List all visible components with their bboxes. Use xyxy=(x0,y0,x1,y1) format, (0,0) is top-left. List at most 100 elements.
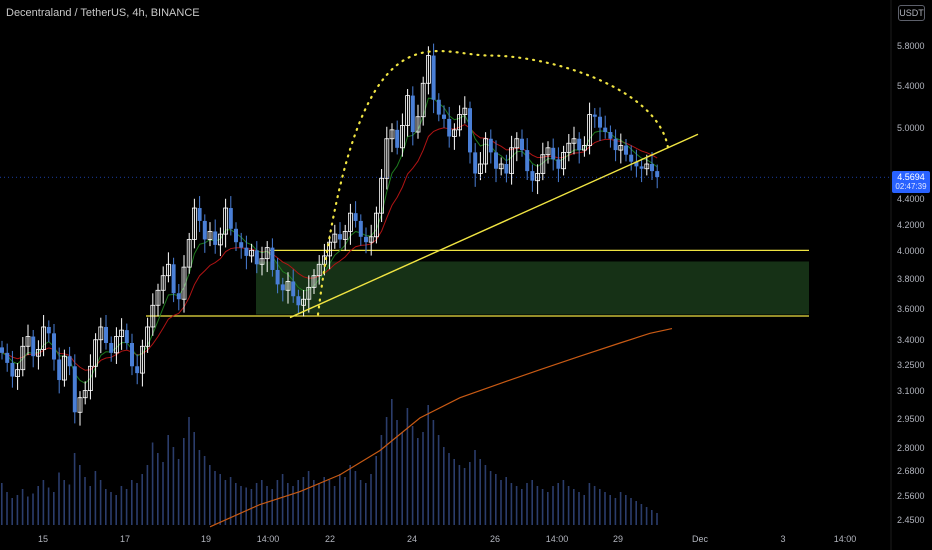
volume-bar xyxy=(333,486,336,525)
candle xyxy=(124,330,129,344)
currency-button[interactable]: USDT xyxy=(898,5,925,21)
candle xyxy=(52,333,56,360)
candle xyxy=(457,114,463,131)
candle xyxy=(296,296,301,306)
trendline xyxy=(289,133,699,319)
volume-bar xyxy=(313,480,315,525)
volume-bar xyxy=(250,489,253,525)
volume-bar xyxy=(47,487,50,525)
candle xyxy=(629,154,634,162)
candle xyxy=(551,147,556,160)
volume-bar xyxy=(604,492,606,525)
volume-bar xyxy=(198,450,201,525)
candle xyxy=(197,208,202,221)
volume-bar xyxy=(151,442,154,525)
volume-bar xyxy=(562,480,565,525)
candle xyxy=(150,304,156,328)
volume-bar xyxy=(354,471,357,525)
y-tick-label: 2.5600 xyxy=(897,491,925,501)
candle xyxy=(306,286,312,300)
candle xyxy=(15,369,21,377)
volume-bar xyxy=(588,483,591,525)
candle xyxy=(342,231,348,240)
candle xyxy=(46,326,51,334)
candle xyxy=(561,151,566,170)
candle xyxy=(613,138,618,151)
candle xyxy=(57,359,62,381)
volume-bar xyxy=(645,507,648,525)
volume-bar xyxy=(302,477,305,525)
volume-bar xyxy=(417,438,419,525)
volume-bar xyxy=(380,435,383,525)
candle xyxy=(160,275,166,291)
candle xyxy=(223,207,229,235)
candle xyxy=(603,127,608,133)
y-tick-label: 4.2000 xyxy=(897,220,925,230)
volume-bar xyxy=(136,483,138,525)
volume-bar xyxy=(656,513,658,525)
candle xyxy=(624,145,628,155)
volume-bar xyxy=(578,492,580,525)
volume-bar xyxy=(73,453,76,525)
volume-bar xyxy=(500,480,502,525)
x-tick-label: 14:00 xyxy=(833,534,857,544)
x-tick-label: 14:00 xyxy=(545,534,569,544)
volume-bar xyxy=(188,417,190,525)
candle xyxy=(535,173,540,182)
candle xyxy=(135,366,140,374)
candle xyxy=(592,114,597,117)
candle xyxy=(530,171,535,181)
candle xyxy=(77,397,83,413)
candle xyxy=(88,365,93,391)
volume-bar xyxy=(115,495,117,525)
volume-bar xyxy=(37,486,39,525)
volume-bar xyxy=(287,483,289,525)
volume-bar xyxy=(79,465,81,525)
volume-bar xyxy=(469,462,471,525)
volume-bar xyxy=(94,471,97,525)
candle xyxy=(249,249,255,257)
candle xyxy=(405,95,411,126)
volume-bar xyxy=(110,492,112,525)
volume-bar xyxy=(16,495,19,525)
volume-bar xyxy=(635,501,637,525)
candle xyxy=(650,164,654,172)
volume-bar xyxy=(573,489,575,525)
candle xyxy=(275,269,280,285)
candle xyxy=(264,247,270,260)
candle xyxy=(0,347,4,353)
volume-bar xyxy=(266,486,268,525)
volume-bar xyxy=(167,435,169,525)
volume-bar xyxy=(370,474,372,525)
volume-bar xyxy=(219,474,221,525)
candles xyxy=(0,43,660,426)
volume-bar xyxy=(458,465,461,525)
volume-bar xyxy=(474,450,476,525)
volume-bar xyxy=(141,474,143,525)
volume-bar xyxy=(583,495,585,525)
volume-bar xyxy=(614,498,617,525)
volume-bar xyxy=(63,480,65,525)
volume-bar xyxy=(484,465,487,525)
y-tick-label: 5.4000 xyxy=(897,81,925,91)
candle xyxy=(587,114,592,146)
candle xyxy=(338,234,342,240)
candle xyxy=(353,213,358,221)
candle xyxy=(477,163,483,174)
volume-bar xyxy=(344,477,346,525)
volume-bar xyxy=(375,456,377,525)
candle xyxy=(634,161,639,167)
candle xyxy=(31,336,36,357)
candle xyxy=(202,220,207,240)
volume-bar xyxy=(443,447,445,525)
volume-bar xyxy=(552,486,554,525)
chart-title: Decentraland / TetherUS, 4h, BINANCE xyxy=(6,7,200,19)
candle xyxy=(25,336,31,347)
candle xyxy=(155,289,161,306)
volume-bar xyxy=(401,432,403,525)
ema-slow-line xyxy=(209,327,673,528)
y-tick-label: 5.0000 xyxy=(897,123,925,133)
candle xyxy=(20,345,26,371)
volume-bar xyxy=(6,492,8,525)
